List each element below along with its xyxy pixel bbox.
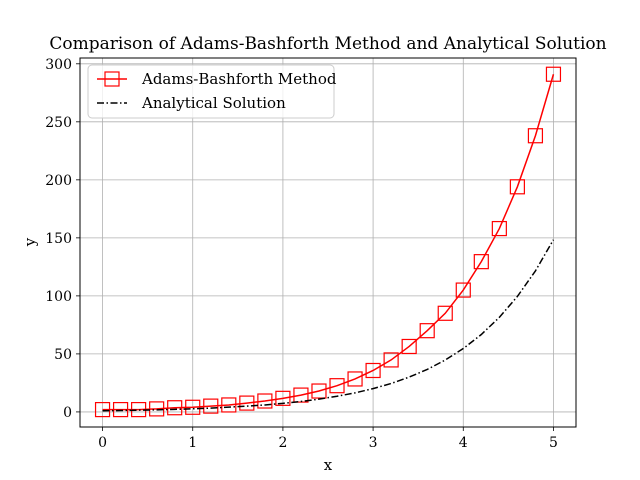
y-tick-label: 0 [63,405,72,421]
series-marker-0 [401,338,417,355]
x-axis-ticks: 0 1 2 3 4 5 [98,427,558,451]
series-marker-0 [491,220,507,237]
series-marker-0 [167,400,183,416]
x-tick-label: 5 [549,435,558,451]
series-marker-0 [365,362,381,379]
legend-marker-adams-bashforth [104,71,120,87]
legend-label-adams-bashforth: Adams-Bashforth Method [141,70,337,88]
x-tick-label: 4 [459,435,468,451]
y-tick-label: 250 [45,115,72,131]
x-tick-label: 3 [369,435,378,451]
series-marker-0 [527,128,544,144]
y-tick-label: 100 [45,289,72,305]
series-marker-0 [311,383,327,399]
series-marker-0 [383,352,399,368]
series-marker-0 [221,397,237,413]
legend-label-analytical: Analytical Solution [141,94,286,112]
series-marker-0 [545,66,562,82]
series-marker-0 [203,398,219,414]
series-marker-0 [347,371,363,387]
series-marker-0 [437,305,453,321]
plot-area [94,66,562,418]
y-tick-label: 50 [54,347,72,363]
y-tick-label: 150 [45,231,72,247]
series-marker-0 [509,179,525,195]
series-line-0 [102,74,555,411]
series-marker-0 [149,401,165,417]
series-marker-0 [275,390,291,406]
series-marker-0 [112,401,129,418]
chart-title: Comparison of Adams-Bashforth Method and… [49,34,606,54]
legend: Adams-Bashforth Method Analytical Soluti… [87,64,337,119]
series-marker-0 [239,395,255,411]
series-marker-0 [94,401,111,418]
y-tick-label: 300 [45,57,72,73]
legend-box [87,64,335,119]
y-axis-label: y [21,237,39,247]
x-tick-label: 2 [278,435,287,451]
series-marker-0 [257,393,273,409]
series-marker-0 [329,378,345,394]
series-marker-0 [455,282,471,298]
series-marker-0 [419,323,435,339]
grid-lines [80,58,576,427]
series-marker-0 [185,399,201,415]
x-tick-label: 1 [188,435,197,451]
series-marker-0 [473,254,489,270]
y-axis-ticks: 0 50 100 150 200 250 300 [45,57,80,421]
y-tick-label: 200 [45,173,72,189]
series-line-1 [102,239,555,412]
x-tick-label: 0 [98,435,107,451]
x-axis-label: x [324,456,333,474]
axes-frame [79,57,577,428]
